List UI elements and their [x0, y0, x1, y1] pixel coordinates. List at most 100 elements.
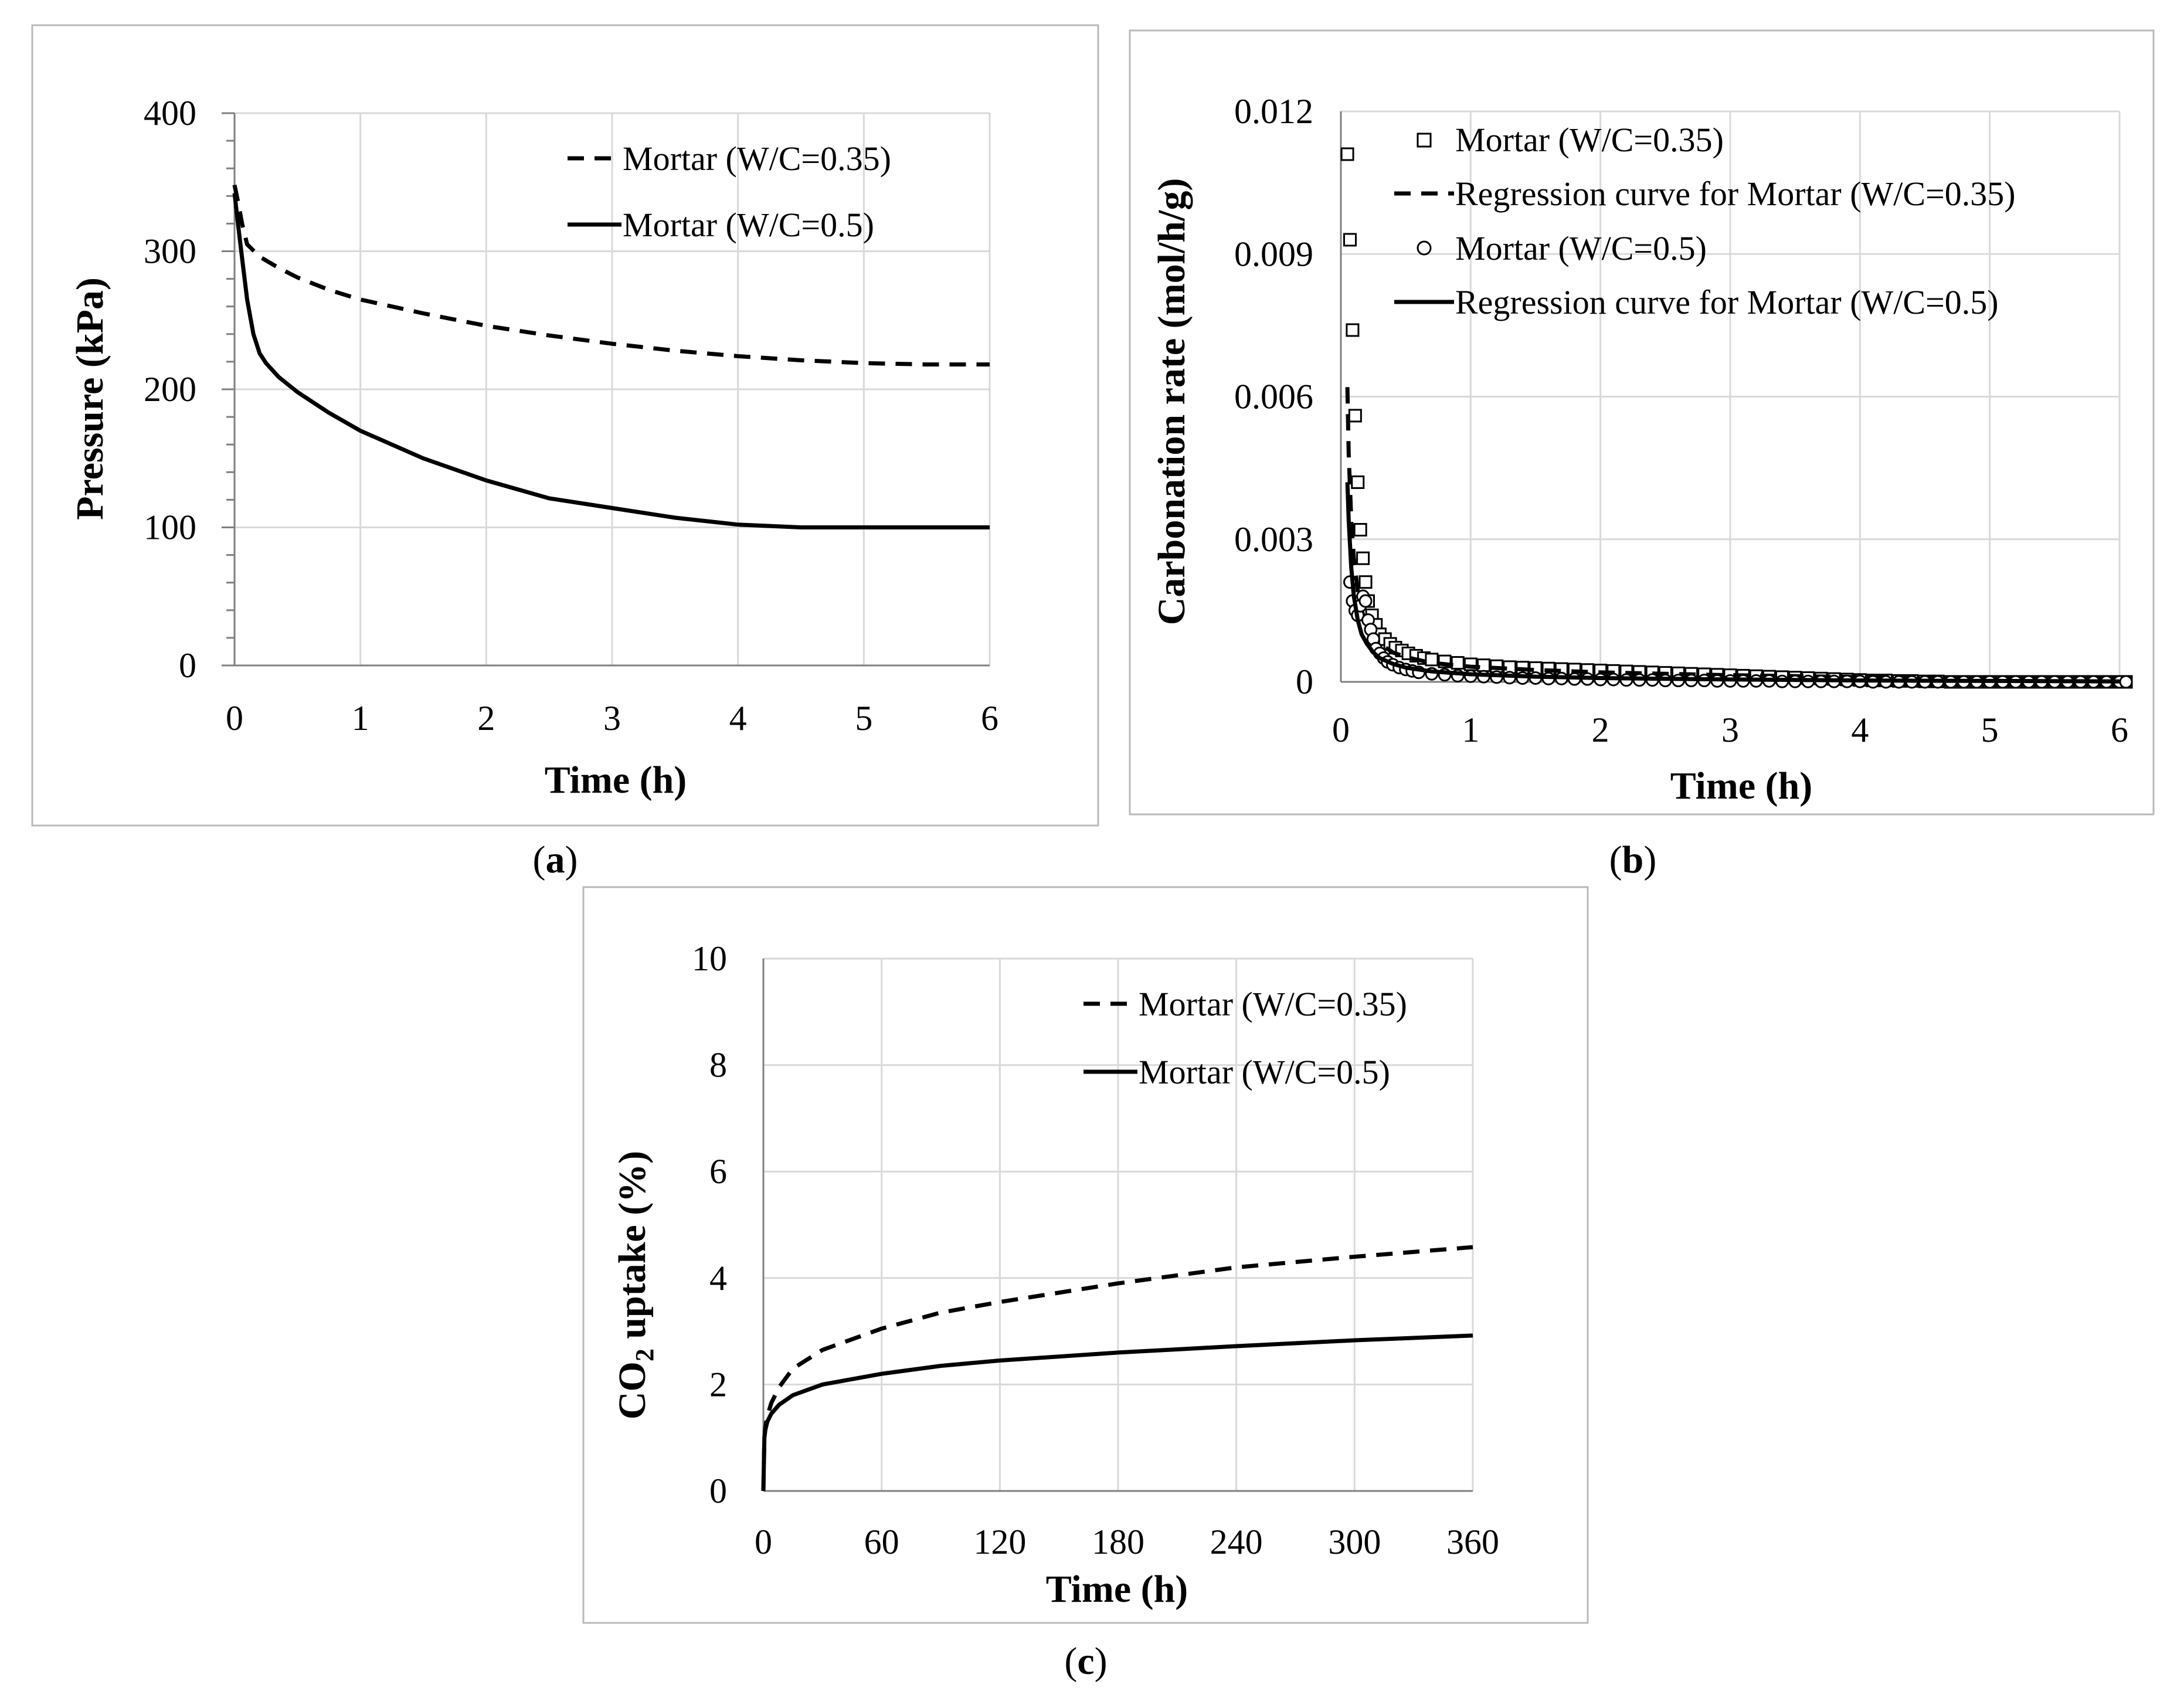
panel-a-y-tick-label-4: 400: [144, 94, 196, 133]
panel-c-series: [761, 1245, 1473, 1492]
panel-b-point-square: [1340, 147, 1354, 161]
panel-a-y-tick-label-0: 0: [179, 646, 196, 685]
panel-a-x-axis-label: Time (h): [545, 759, 687, 801]
panel-a-x-tick-label-2: 2: [477, 699, 495, 738]
panel-a-x-tick-label-4: 4: [729, 699, 747, 738]
panel-a-grid: [235, 112, 991, 665]
panel-b-y-tick-label-4: 0.012: [1234, 92, 1313, 131]
panel-a-x-tick-label-3: 3: [603, 699, 621, 738]
panel-c-x-tick-label-4: 240: [1210, 1523, 1263, 1561]
panel-b-y-tick-label-0: 0: [1296, 663, 1313, 701]
panel-c-legend-label-1: Mortar (W/C=0.5): [1139, 1053, 1390, 1091]
panel-b-y-tick-label-2: 0.006: [1234, 378, 1313, 416]
panel-b-legend-marker-square: [1417, 133, 1432, 148]
caption-c-open: (: [1064, 1640, 1077, 1683]
panel-b-grid: [1341, 110, 2121, 682]
panel-b-point-square: [1353, 523, 1367, 537]
panel-c-x-tick-label-0: 0: [755, 1523, 772, 1561]
panel-b-y-tick-label-1: 0.003: [1234, 520, 1313, 559]
caption-b: (b): [1609, 838, 1657, 881]
panel-b-y-axis-label: Carbonation rate (mol/h/g): [1150, 178, 1193, 626]
panel-b-point-square: [1348, 409, 1362, 423]
panel-b-point-square: [1343, 233, 1357, 247]
panel-b-point-square: [1451, 656, 1465, 670]
panel-a-legend-label-1: Mortar (W/C=0.5): [623, 206, 874, 244]
panel-c-y-tick-label-0: 0: [709, 1472, 727, 1510]
panel-a-y-tick-label-3: 300: [144, 232, 196, 271]
panel-c-y-axis-label-sub: 2: [630, 1348, 659, 1361]
panel-c-x-ticks: 0 60 120 180 240 300 360: [755, 1523, 1499, 1561]
panel-b-x-tick-label-3: 3: [1721, 711, 1739, 749]
panel-b-x-tick-label-0: 0: [1332, 711, 1350, 749]
panel-b-y-ticks: 0 0.003 0.006 0.009 0.012: [1234, 92, 1313, 701]
panel-c-y-tick-label-3: 6: [709, 1152, 727, 1191]
panel-b-x-tick-label-4: 4: [1851, 711, 1869, 749]
panel-c-frame: [582, 886, 1589, 1624]
caption-c-close: ): [1095, 1640, 1108, 1683]
panel-c-y-tick-label-5: 10: [692, 939, 727, 978]
panel-b-x-tick-label-5: 5: [1981, 711, 1999, 749]
panel-c-x-tick-label-3: 180: [1092, 1523, 1144, 1561]
caption-c-letter: c: [1077, 1640, 1094, 1683]
panel-b-x-tick-label-1: 1: [1462, 711, 1479, 749]
caption-a-open: (: [533, 838, 546, 881]
panel-c-x-tick-label-2: 120: [973, 1523, 1026, 1561]
panel-b-x-axis-label: Time (h): [1670, 765, 1813, 807]
panel-b-point-circle: [1358, 594, 1373, 608]
panel-c-axes: [762, 959, 1473, 1492]
panel-c: 0 60 120 180 240 300 360 0 2 4 6 8 10 Time (h) CO2 …: [582, 886, 1589, 1624]
panel-b-series-3-line: [1345, 482, 2120, 684]
panel-b-x-tick-label-6: 6: [2111, 711, 2128, 749]
panel-a-y-ticks: 0 100 200 300 400: [144, 94, 196, 685]
panel-a-legend-label-0: Mortar (W/C=0.35): [623, 140, 891, 178]
panel-a-series-0-line: [232, 184, 990, 367]
panel-b-point-square: [1351, 475, 1365, 489]
panel-b-legend-label-3: Regression curve for Mortar (W/C=0.5): [1455, 283, 1999, 321]
panel-a-y-axis-label: Pressure (kPa): [69, 277, 111, 520]
panel-b-legend-label-0: Mortar (W/C=0.35): [1455, 121, 1724, 159]
panel-c-y-axis-label: CO2 uptake (%): [611, 1151, 659, 1419]
panel-c-y-axis-label-main: CO: [611, 1361, 654, 1419]
panel-b-legend-marker-circle: [1417, 240, 1432, 256]
panel-b-legend-label-1: Regression curve for Mortar (W/C=0.35): [1455, 175, 2016, 213]
panel-a-x-tick-label-5: 5: [855, 699, 872, 738]
panel-c-y-axis-label-rest: uptake (%): [611, 1151, 654, 1348]
caption-b-open: (: [1609, 838, 1622, 881]
panel-c-x-tick-label-6: 360: [1446, 1523, 1499, 1561]
panel-b: 0 1 2 3 4 5 6 0 0.003 0.006 0.009 0.012 Time (h) C…: [1129, 29, 2155, 816]
panel-a-frame: [31, 24, 1099, 827]
panel-c-legend-label-0: Mortar (W/C=0.35): [1139, 985, 1407, 1023]
panel-a-series-1-line: [232, 193, 990, 529]
panel-b-point-square: [1356, 551, 1370, 565]
caption-a-close: ): [565, 838, 578, 881]
panel-a-x-tick-label-0: 0: [226, 699, 243, 738]
panel-c-y-ticks: 0 2 4 6 8 10: [692, 939, 727, 1510]
panel-c-grid: [763, 957, 1474, 1491]
panel-b-legend: Mortar (W/C=0.35) Regression curve for M…: [1394, 121, 2016, 321]
panel-a-y-tick-label-1: 100: [144, 508, 196, 547]
panel-c-x-axis-label: Time (h): [1046, 1568, 1188, 1611]
caption-b-letter: b: [1622, 838, 1644, 881]
panel-c-x-tick-label-5: 300: [1328, 1523, 1381, 1561]
panel-c-y-tick-label-2: 4: [709, 1259, 727, 1297]
panel-b-series-1-line: [1345, 387, 2120, 682]
panel-a-x-ticks: 0 1 2 3 4 5 6: [226, 699, 998, 738]
panel-b-point-square: [1346, 323, 1360, 337]
panel-b-point-square: [1425, 653, 1439, 667]
panel-c-x-tick-label-1: 60: [864, 1523, 899, 1561]
panel-a-x-tick-label-6: 6: [981, 699, 998, 738]
panel-b-y-tick-label-3: 0.009: [1234, 235, 1313, 273]
caption-a-letter: a: [546, 838, 565, 881]
panel-a: 0 1 2 3 4 5 6 0 100 200 300 400 Time (h) Pressure …: [31, 24, 1099, 827]
panel-c-series-1-line: [761, 1333, 1473, 1492]
panel-b-x-ticks: 0 1 2 3 4 5 6: [1332, 711, 2128, 749]
panel-a-series: [232, 184, 990, 529]
panel-a-x-tick-label-1: 1: [352, 699, 369, 738]
panel-c-y-tick-label-4: 8: [709, 1046, 727, 1085]
caption-b-close: ): [1643, 838, 1656, 881]
panel-b-point-circle: [2119, 675, 2133, 689]
panel-b-legend-label-2: Mortar (W/C=0.5): [1455, 229, 1707, 267]
caption-c: (c): [1064, 1640, 1107, 1683]
panel-a-legend: Mortar (W/C=0.35) Mortar (W/C=0.5): [568, 140, 891, 244]
